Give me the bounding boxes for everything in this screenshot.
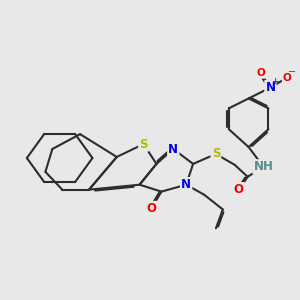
Text: N: N — [181, 178, 191, 191]
Text: S: S — [212, 148, 220, 160]
Text: NH: NH — [254, 160, 273, 173]
Text: S: S — [139, 138, 148, 151]
Text: O: O — [234, 183, 244, 196]
Text: N: N — [266, 81, 275, 94]
Text: N: N — [168, 142, 178, 155]
Text: O: O — [146, 202, 157, 215]
Text: +: + — [272, 77, 279, 86]
Text: O: O — [283, 73, 292, 82]
Text: O: O — [256, 68, 265, 78]
Text: −: − — [288, 67, 296, 77]
